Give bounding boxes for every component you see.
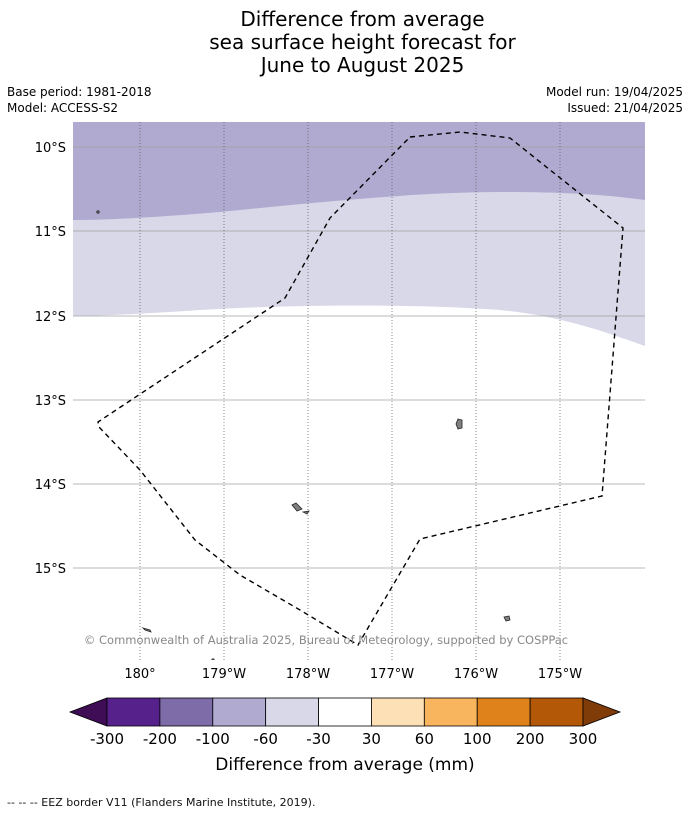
colorbar-tick-label: 60 (415, 730, 434, 748)
colorbar-tick-label: -60 (253, 730, 278, 748)
metadata-right: Model run: 19/04/2025 Issued: 21/04/2025 (546, 84, 683, 116)
colorbar-cell (212, 697, 267, 727)
title-line-3: June to August 2025 (260, 53, 465, 77)
model-run-text: Model run: 19/04/2025 (545, 85, 683, 99)
colorbar-tick-label: 200 (516, 730, 545, 748)
islands (96, 210, 511, 660)
latitude-gridlines (73, 146, 645, 569)
lat-label-13s: 13°S (35, 394, 66, 409)
map-area: © Commonwealth of Australia 2025, Bureau… (73, 122, 645, 660)
colorbar-cell (371, 697, 425, 727)
lat-label-11s: 11°S (35, 225, 66, 240)
lon-label-179w: 179°W (202, 667, 246, 680)
map-svg: © Commonwealth of Australia 2025, Bureau… (35, 122, 645, 682)
colorbar-extension-high (582, 697, 622, 727)
lat-label-15s: 15°S (35, 562, 66, 577)
lon-label-180: 180° (124, 667, 155, 680)
map-panel: © Commonwealth of Australia 2025, Bureau… (0, 120, 690, 682)
longitude-axis-labels: 180° 179°W 178°W 177°W 176°W 175°W (124, 667, 582, 682)
lat-label-12s: 12°S (35, 310, 66, 325)
island-east (455, 418, 463, 430)
colorbar-cell (423, 697, 478, 727)
eez-footnote: -- -- -- EEZ border V11 (Flanders Marine… (7, 796, 316, 809)
eez-border (97, 131, 624, 646)
island-west (291, 502, 303, 512)
lon-label-176w: 176°W (454, 667, 498, 680)
islet-south (211, 658, 215, 660)
colorbar-cell (529, 697, 584, 727)
copyright-text: © Commonwealth of Australia 2025, Bureau… (84, 633, 568, 647)
colorbar: -300 -200 -100 -60 -30 30 60 100 200 300 Differen… (68, 697, 622, 775)
colorbar-extension-low (68, 697, 108, 727)
colorbar-tick-label: -30 (306, 730, 331, 748)
lat-label-14s: 14°S (35, 478, 66, 493)
lat-label-10s: 10°S (35, 141, 66, 156)
title-line-1: Difference from average (240, 7, 485, 31)
latitude-axis-labels: 10°S 11°S 12°S 13°S 14°S 15°S (35, 141, 66, 577)
islet-north (96, 210, 100, 214)
colorbar-tick-label: 100 (463, 730, 492, 748)
colorbar-tick-label: -200 (143, 730, 177, 748)
title-line-2: sea surface height forecast for (209, 30, 516, 54)
model-text: Model: ACCESS-S2 (7, 101, 119, 115)
chart-title: Difference from average sea surface heig… (0, 8, 690, 77)
island-west-small (301, 510, 310, 515)
colorbar-tick-label: -100 (196, 730, 230, 748)
colorbar-tick-label: 30 (362, 730, 381, 748)
lon-label-178w: 178°W (286, 667, 330, 680)
metadata-left: Base period: 1981-2018 Model: ACCESS-S2 (7, 84, 152, 116)
base-period-text: Base period: 1981-2018 (7, 85, 152, 99)
lon-label-175w: 175°W (538, 667, 582, 680)
issued-text: Issued: 21/04/2025 (567, 101, 683, 115)
colorbar-cell (265, 697, 319, 727)
colorbar-tick-label: 300 (569, 730, 598, 748)
island-south (503, 615, 511, 622)
colorbar-cell (476, 697, 531, 727)
lon-label-177w: 177°W (370, 667, 414, 680)
reef-southwest (141, 627, 152, 633)
anomaly-region-north (73, 122, 645, 220)
colorbar-cell (106, 697, 161, 727)
colorbar-cell (318, 697, 372, 727)
colorbar-label: Difference from average (mm) (215, 755, 474, 775)
colorbar-tick-label: -300 (90, 730, 124, 748)
colorbar-cell (159, 697, 214, 727)
